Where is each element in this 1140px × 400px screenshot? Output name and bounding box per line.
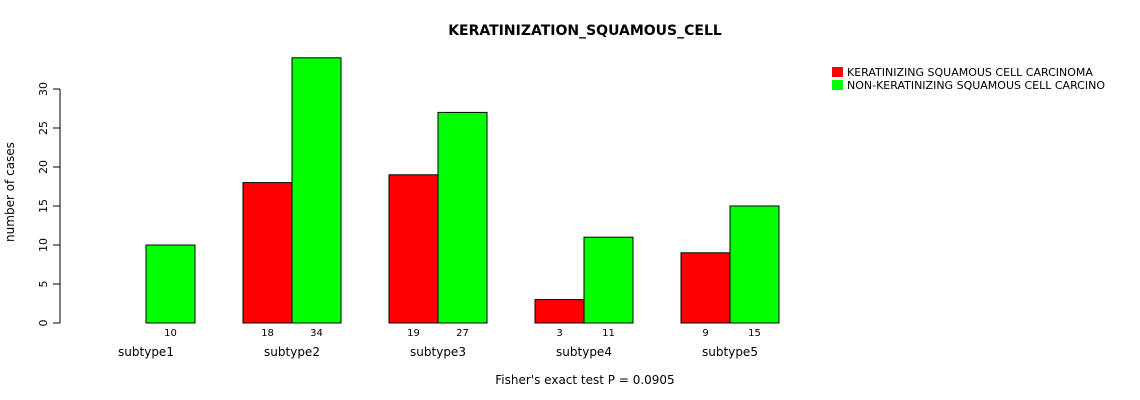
bar-count-label: 11 bbox=[602, 328, 615, 339]
x-axis-subtitle: Fisher's exact test P = 0.0905 bbox=[495, 373, 674, 387]
y-tick-label: 20 bbox=[37, 160, 50, 174]
category-label-subtype1: subtype1 bbox=[118, 345, 174, 359]
bar-subtype5-series2 bbox=[729, 205, 780, 324]
category-label-subtype3: subtype3 bbox=[410, 345, 466, 359]
y-axis: 0 5 10 15 20 25 30 bbox=[37, 82, 61, 327]
y-tick-label: 10 bbox=[37, 238, 50, 252]
y-tick-label: 5 bbox=[37, 281, 50, 288]
bar-subtype2-series2 bbox=[291, 57, 342, 324]
bar-count-label: 10 bbox=[164, 328, 177, 339]
category-labels: subtype1 subtype2 subtype3 subtype4 subtype5 bbox=[118, 345, 758, 359]
bars bbox=[145, 57, 780, 324]
category-label-subtype4: subtype4 bbox=[556, 345, 612, 359]
bar-count-label: 34 bbox=[310, 328, 323, 339]
legend-swatch bbox=[832, 67, 843, 77]
bar-subtype5-series1 bbox=[680, 252, 731, 324]
bar-count-label: 15 bbox=[748, 328, 761, 339]
chart-title: KERATINIZATION_SQUAMOUS_CELL bbox=[448, 23, 722, 39]
count-labels: 10 18 34 19 27 3 11 9 15 bbox=[164, 328, 761, 339]
bar-subtype3-series1 bbox=[388, 174, 439, 324]
category-label-subtype5: subtype5 bbox=[702, 345, 758, 359]
y-tick-label: 0 bbox=[37, 320, 50, 327]
legend-swatch bbox=[832, 80, 843, 90]
bar-count-label: 18 bbox=[261, 328, 274, 339]
bar-count-label: 3 bbox=[556, 328, 562, 339]
y-axis-label: number of cases bbox=[3, 142, 17, 242]
y-tick-label: 30 bbox=[37, 82, 50, 96]
category-label-subtype2: subtype2 bbox=[264, 345, 320, 359]
bar-count-label: 9 bbox=[702, 328, 708, 339]
bar-subtype4-series2 bbox=[583, 236, 634, 324]
legend-label: NON-KERATINIZING SQUAMOUS CELL CARCINO bbox=[847, 79, 1105, 92]
legend: KERATINIZING SQUAMOUS CELL CARCINOMANON-… bbox=[832, 66, 1105, 92]
bar-subtype2-series1 bbox=[242, 182, 293, 324]
y-tick-label: 15 bbox=[37, 199, 50, 213]
y-tick-label: 25 bbox=[37, 121, 50, 135]
bar-subtype4-series1 bbox=[534, 299, 585, 324]
bar-count-label: 19 bbox=[407, 328, 420, 339]
bar-count-label: 27 bbox=[456, 328, 469, 339]
bar-subtype3-series2 bbox=[437, 111, 488, 324]
legend-label: KERATINIZING SQUAMOUS CELL CARCINOMA bbox=[847, 66, 1093, 79]
bar-subtype1-series2 bbox=[145, 244, 196, 324]
